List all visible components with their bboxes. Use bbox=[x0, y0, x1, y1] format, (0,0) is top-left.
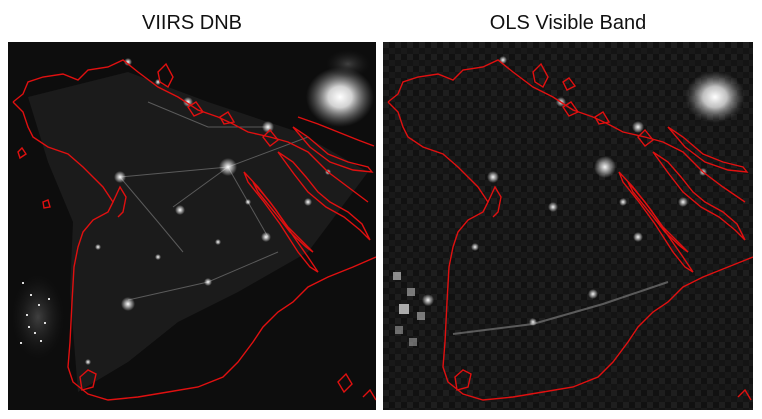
coastline-outline bbox=[387, 59, 753, 401]
city-haze bbox=[326, 50, 370, 78]
speckle-dots bbox=[20, 282, 50, 344]
bright-city-glow bbox=[685, 71, 745, 123]
land-region bbox=[28, 72, 368, 392]
city-lights bbox=[422, 56, 707, 326]
panel-title-viirs-dnb: VIIRS DNB bbox=[141, 12, 243, 34]
viirs-dnb-image bbox=[8, 42, 376, 410]
coastline-outline bbox=[12, 59, 376, 401]
speckle-cluster bbox=[12, 275, 64, 359]
speckle-blocks bbox=[393, 272, 425, 346]
ols-visible-svg bbox=[383, 42, 753, 410]
viirs-dnb-svg bbox=[8, 42, 376, 410]
light-corridors bbox=[452, 281, 669, 335]
bright-city-glow bbox=[306, 67, 374, 127]
city-lights bbox=[85, 58, 331, 365]
panel-title-ols-visible-band: OLS Visible Band bbox=[489, 12, 647, 34]
ols-visible-band-image bbox=[383, 42, 753, 410]
